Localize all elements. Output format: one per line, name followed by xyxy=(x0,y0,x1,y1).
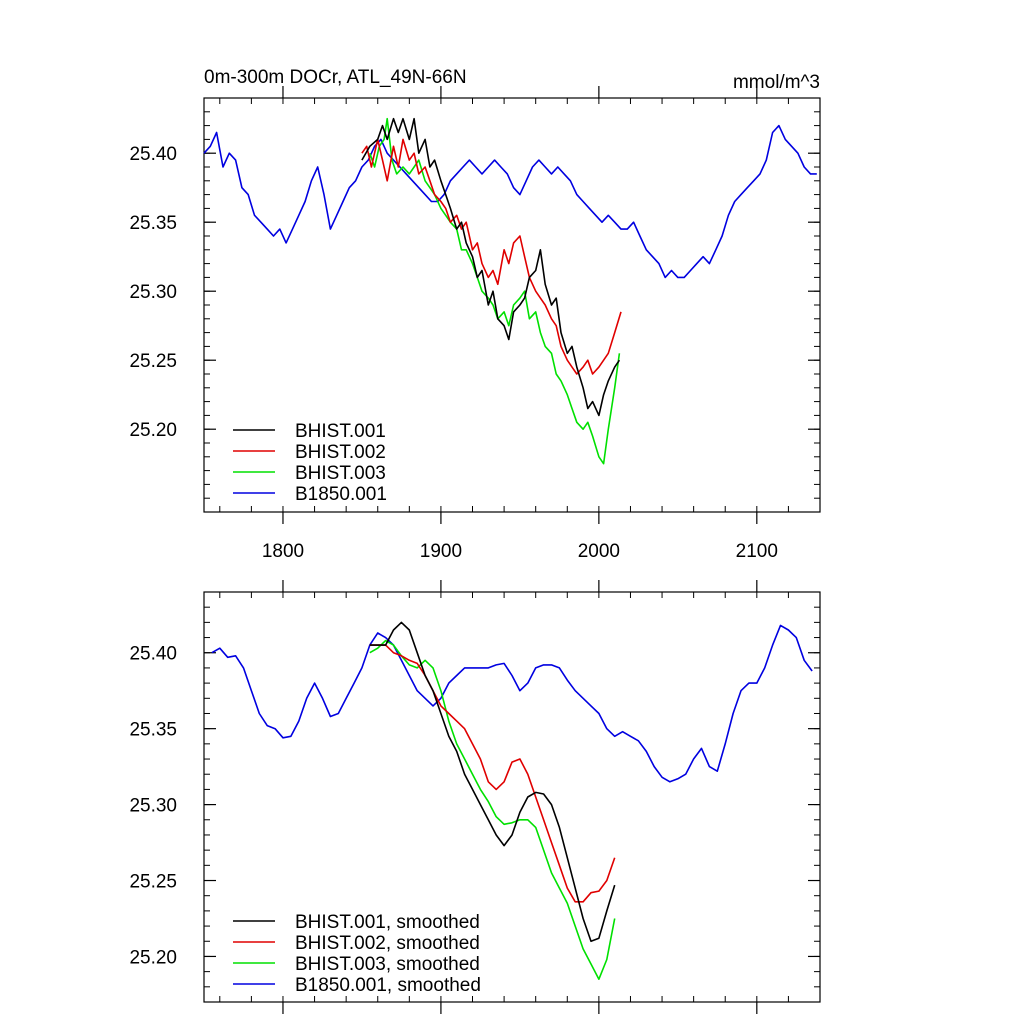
x-tick-label: 1900 xyxy=(420,541,462,562)
y-tick-label: 25.25 xyxy=(129,351,177,372)
legend-label: BHIST.002 xyxy=(295,442,386,463)
series-line-bhist-002 xyxy=(369,644,616,903)
series-line-bhist-002 xyxy=(361,138,622,375)
x-tick-label: 1800 xyxy=(262,541,304,562)
plot-frame xyxy=(203,591,821,1003)
y-tick-label: 25.20 xyxy=(129,947,177,968)
y-tick-label: 25.25 xyxy=(129,872,177,893)
y-tick-label: 25.40 xyxy=(129,644,177,665)
legend-label: BHIST.003 xyxy=(295,463,386,484)
y-tick-label: 25.35 xyxy=(129,720,177,741)
legend-label: BHIST.002, smoothed xyxy=(295,933,480,954)
legend-label: BHIST.001 xyxy=(295,421,386,442)
top-panel: 1800 1900 2000 2100 25.20 25.25 25.30 25.35 25.4… xyxy=(129,86,821,562)
y-tick-label: 25.30 xyxy=(129,796,177,817)
legend-label: BHIST.001, smoothed xyxy=(295,912,480,933)
legend-label: BHIST.003, smoothed xyxy=(295,954,480,975)
series-line-bhist-001 xyxy=(369,621,616,943)
bottom-panel: 25.20 25.25 25.30 25.35 25.40 BHIST.001, smoo… xyxy=(129,580,821,1014)
y-tick-label: 25.30 xyxy=(129,282,177,303)
series-line-bhist-001 xyxy=(361,117,621,417)
y-tick-label: 25.40 xyxy=(129,144,177,165)
y-tick-label: 25.35 xyxy=(129,213,177,234)
series-line-bhist-003 xyxy=(369,117,621,465)
title-left: 0m-300m DOCr, ATL_49N-66N xyxy=(204,67,467,88)
legend-label: B1850.001, smoothed xyxy=(295,975,481,996)
x-tick-label: 2000 xyxy=(578,541,620,562)
series-line-bhist-003 xyxy=(369,639,616,981)
x-tick-label: 2100 xyxy=(736,541,778,562)
legend-label: B1850.001 xyxy=(295,484,387,505)
series-line-b1850-001 xyxy=(203,124,817,279)
title-right: mmol/m^3 xyxy=(733,72,820,93)
series-line-b1850-001 xyxy=(211,624,813,783)
y-tick-label: 25.20 xyxy=(129,420,177,441)
